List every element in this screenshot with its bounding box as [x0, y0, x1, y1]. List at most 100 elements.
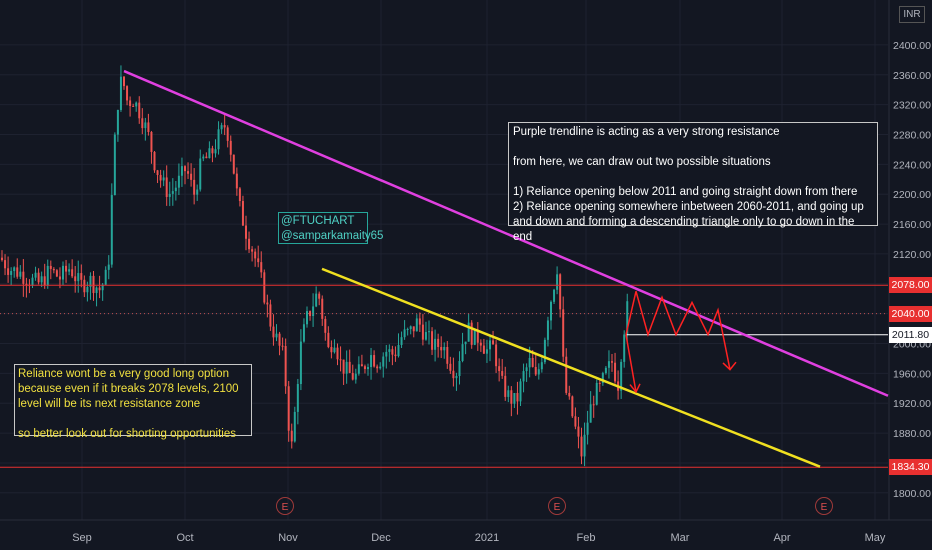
candle-body: [98, 287, 101, 291]
candle-body: [260, 262, 263, 273]
candle-body: [257, 258, 260, 263]
candle-body: [342, 359, 345, 374]
candle-body: [177, 175, 180, 188]
candle-body: [318, 293, 321, 299]
candle-body: [226, 127, 229, 141]
candle-body: [507, 390, 510, 397]
candle-body: [254, 251, 257, 259]
y-tick-label: 2360.00: [893, 70, 931, 82]
candle-body: [440, 346, 443, 351]
candle-body: [540, 362, 543, 370]
arrow-head: [629, 383, 641, 394]
candle-body: [479, 342, 482, 346]
candle-body: [428, 331, 430, 333]
earnings-marker-label: E: [554, 502, 561, 513]
outlook-annotation: Reliance wont be a very good long option…: [14, 364, 252, 440]
candle-body: [321, 298, 324, 319]
candle-body: [174, 187, 177, 192]
candle-body: [537, 369, 540, 375]
x-tick-label: May: [865, 532, 886, 544]
candle-body: [217, 129, 220, 150]
candle-body: [184, 166, 186, 172]
candle-body: [58, 276, 61, 280]
candle-body: [312, 306, 315, 317]
candle-body: [190, 173, 193, 180]
candle-body: [211, 148, 214, 154]
candle-body: [339, 359, 342, 361]
x-tick-label: Feb: [577, 532, 596, 544]
candle-body: [55, 270, 58, 277]
candle-body: [214, 149, 217, 154]
candle-body: [132, 105, 135, 107]
candle-body: [126, 86, 129, 101]
candle-body: [412, 326, 415, 332]
candle-body: [601, 373, 604, 384]
x-tick-label: Oct: [176, 532, 193, 544]
candle-body: [83, 279, 86, 293]
candle-body: [266, 302, 269, 305]
candle-body: [49, 265, 52, 269]
x-tick-label: Nov: [278, 532, 298, 544]
candle-body: [19, 271, 22, 277]
candle-body: [562, 309, 565, 357]
candle-body: [351, 372, 354, 380]
candle-body: [116, 109, 119, 135]
candle-body: [159, 174, 162, 181]
candle-body: [52, 268, 55, 271]
candle-body: [202, 156, 205, 159]
candle-body: [623, 334, 626, 362]
candle-body: [77, 273, 80, 282]
candle-body: [519, 381, 522, 402]
candle-body: [199, 158, 202, 190]
candle-body: [296, 384, 299, 412]
x-tick-label: Apr: [773, 532, 790, 544]
candle-body: [89, 275, 92, 287]
candle-body: [123, 76, 125, 87]
candle-body: [492, 340, 495, 345]
candle-body: [565, 356, 568, 393]
candle-body: [473, 329, 476, 345]
candle-body: [470, 322, 473, 345]
candle-body: [113, 134, 116, 196]
candle-body: [302, 324, 305, 342]
candle-body: [382, 356, 385, 367]
candle-body: [205, 156, 208, 159]
candle-body: [293, 411, 296, 442]
candle-body: [141, 118, 144, 129]
candle-body: [556, 274, 559, 290]
candle-body: [586, 422, 589, 435]
candle-body: [403, 329, 406, 338]
level-price-label: 2040.00: [889, 305, 932, 322]
x-tick-label: Sep: [72, 532, 92, 544]
currency-badge[interactable]: INR: [899, 6, 925, 23]
candle-body: [376, 366, 379, 369]
candle-body: [80, 273, 83, 280]
candle-body: [495, 344, 498, 367]
arrow-head: [722, 361, 737, 371]
candle-body: [104, 269, 107, 285]
candle-body: [522, 371, 525, 382]
candle-body: [455, 376, 458, 379]
candle-body: [485, 349, 488, 354]
candle-body: [595, 382, 598, 405]
candle-body: [592, 404, 595, 406]
x-tick-label: Mar: [671, 532, 690, 544]
candle-body: [452, 370, 455, 379]
candle-body: [345, 361, 348, 374]
candle-body: [391, 349, 394, 355]
earnings-marker: [276, 497, 294, 515]
candle-body: [272, 326, 275, 338]
candle-body: [147, 122, 150, 132]
candle-body: [153, 151, 156, 171]
level-price-label: 2011.80: [889, 326, 932, 343]
earnings-marker-label: E: [821, 502, 828, 513]
candle-body: [220, 125, 223, 130]
candle-body: [223, 125, 226, 128]
candle-body: [476, 329, 479, 343]
candle-body: [229, 140, 232, 155]
candle-body: [400, 337, 403, 345]
candle-body: [489, 340, 491, 350]
candle-body: [418, 318, 421, 325]
candle-body: [46, 265, 49, 286]
candle-body: [568, 392, 571, 397]
